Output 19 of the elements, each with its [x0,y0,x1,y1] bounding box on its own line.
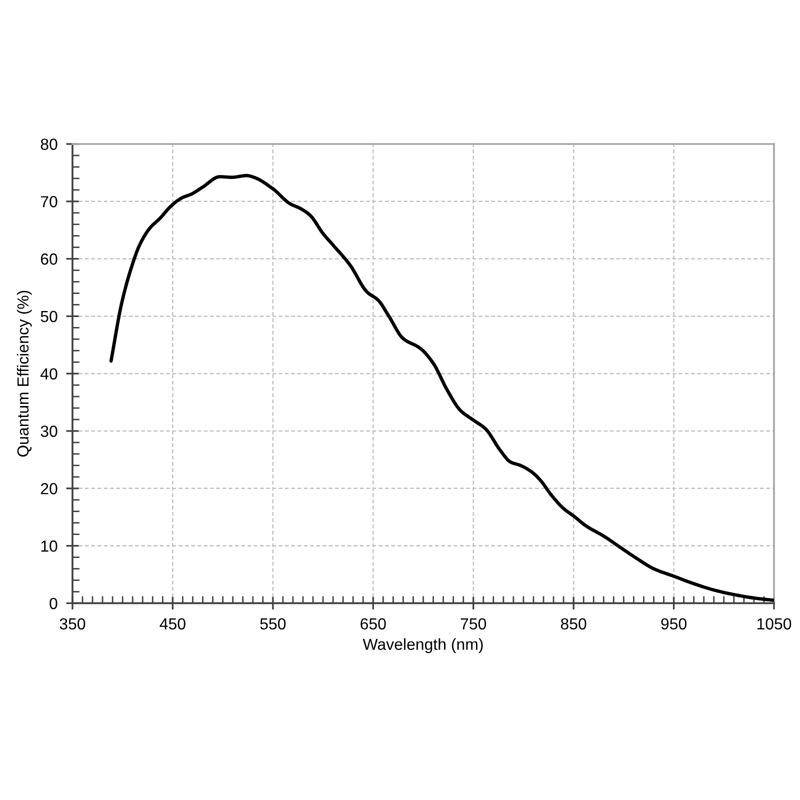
x-tick-label: 1050 [757,618,792,630]
y-tick-label: 70 [40,196,58,208]
y-tick-label: 80 [40,138,58,150]
x-tick-label: 850 [560,618,586,630]
y-tick-label: 40 [40,368,58,380]
y-axis-title: Quantum Efficiency (%) [16,290,32,457]
x-tick-label: 350 [60,618,86,630]
y-tick-label: 30 [40,426,58,437]
y-tick-label: 10 [41,540,58,552]
y-tick-label: 60 [40,253,58,265]
y-tick-label: 20 [40,483,58,494]
x-tick-label: 650 [360,618,386,630]
x-tick-label: 550 [260,618,286,630]
x-tick-label: 950 [661,618,686,630]
x-tick-label: 450 [160,618,186,630]
y-tick-label: 50 [40,310,58,322]
x-tick-label: 750 [460,618,486,630]
x-axis-title: Wavelength (nm) [362,638,483,654]
y-tick-label: 0 [50,598,58,610]
